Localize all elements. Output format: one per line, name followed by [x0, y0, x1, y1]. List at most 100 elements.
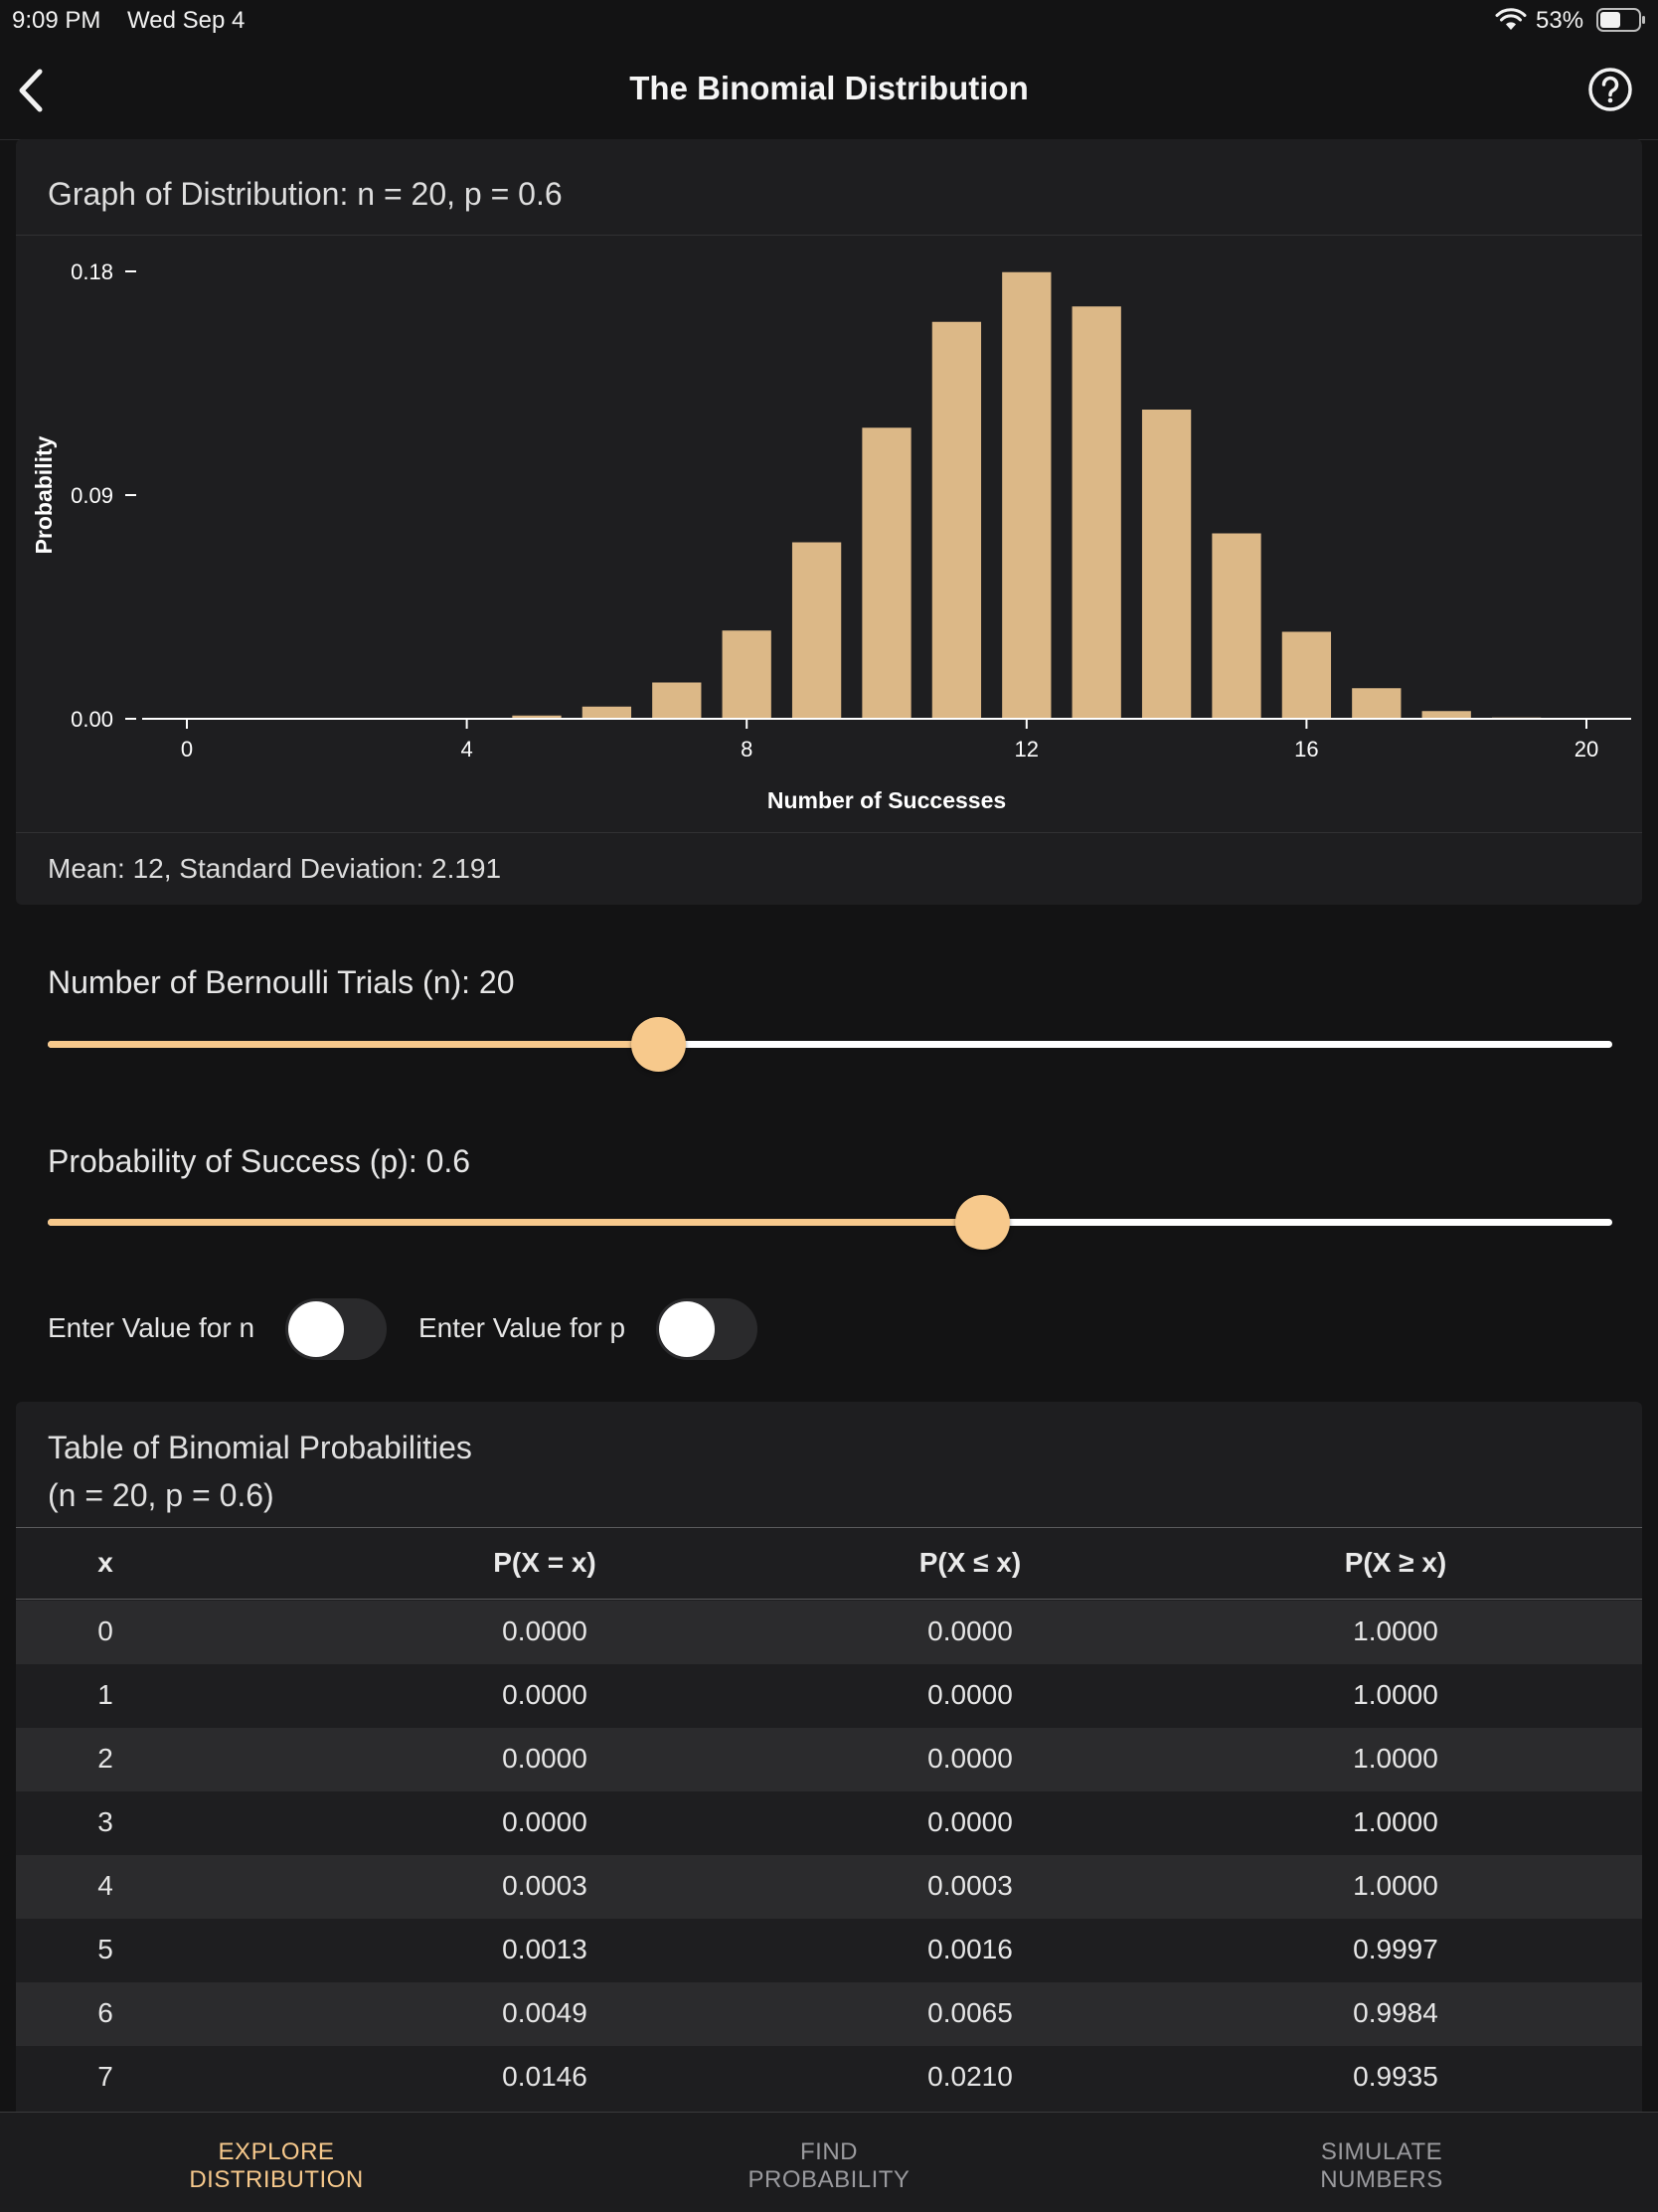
header-pmf: P(X = x): [493, 1547, 596, 1578]
table-row: 4 0.0003 0.0003 1.0000: [16, 1855, 1642, 1919]
cell-x: 2: [97, 1743, 113, 1774]
enter-p-label: Enter Value for p: [418, 1312, 626, 1343]
cell-cdf-le: 0.0000: [927, 1743, 1013, 1774]
divider: [16, 832, 1642, 833]
cell-cdf-ge: 1.0000: [1353, 1743, 1438, 1774]
status-time: 9:09 PM: [12, 7, 101, 34]
cell-x: 0: [97, 1616, 113, 1646]
chart-bar: [1281, 631, 1332, 719]
back-chevron-icon[interactable]: [14, 68, 48, 113]
table-row: 6 0.0049 0.0065 0.9984: [16, 1982, 1642, 2046]
tab-simulate-numbers[interactable]: SIMULATE NUMBERS: [1183, 2138, 1580, 2194]
chart-bar: [931, 321, 982, 719]
cell-x: 4: [97, 1870, 113, 1901]
p-slider-label: Probability of Success (p): 0.6: [48, 1143, 471, 1179]
status-bar: 9:09 PM Wed Sep 4 53%: [0, 0, 1658, 40]
cell-cdf-ge: 0.9984: [1353, 1997, 1438, 2028]
page-title: The Binomial Distribution: [629, 70, 1029, 106]
toggle-knob: [659, 1301, 715, 1357]
slider-fill: [48, 1219, 982, 1226]
enter-n-label: Enter Value for n: [48, 1312, 255, 1343]
tab-label-line1: SIMULATE: [1320, 2138, 1443, 2165]
cell-cdf-le: 0.0000: [927, 1616, 1013, 1646]
tab-bar: EXPLORE DISTRIBUTION FIND PROBABILITY SI…: [0, 2112, 1658, 2212]
y-axis-title: Probability: [31, 435, 57, 554]
distribution-chart: 0 4 8 12 16 20 0.18 0.09 0.00 Number of Successes…: [31, 259, 1631, 813]
chart-bar: [1072, 306, 1121, 719]
y-tick-label: 0.00: [71, 707, 113, 732]
cell-cdf-ge: 1.0000: [1353, 1806, 1438, 1837]
wifi-icon: [1495, 8, 1527, 30]
table-row: 1 0.0000 0.0000 1.0000: [16, 1664, 1642, 1728]
cell-x: 1: [97, 1679, 113, 1710]
distribution-stats: Mean: 12, Standard Deviation: 2.191: [48, 853, 502, 884]
cell-x: 3: [97, 1806, 113, 1837]
graph-heading: Graph of Distribution: n = 20, p = 0.6: [48, 176, 563, 212]
cell-pmf: 0.0000: [502, 1679, 587, 1710]
enter-p-toggle[interactable]: [656, 1298, 757, 1360]
n-slider-label: Number of Bernoulli Trials (n): 20: [48, 964, 515, 1000]
cell-pmf: 0.0000: [502, 1743, 587, 1774]
header-cdf-ge: P(X ≥ x): [1344, 1547, 1447, 1578]
cell-pmf: 0.0013: [502, 1934, 587, 1964]
x-tick-label: 16: [1294, 737, 1318, 762]
x-tick-label: 8: [741, 737, 752, 762]
cell-pmf: 0.0000: [502, 1616, 587, 1646]
tab-find-probability[interactable]: FIND PROBABILITY: [630, 2138, 1028, 2194]
divider: [16, 235, 1642, 236]
header-x: x: [97, 1547, 113, 1578]
slider-fill: [48, 1041, 658, 1048]
chart-bar: [581, 706, 632, 719]
chart-bar: [1352, 688, 1402, 719]
table-row: 3 0.0000 0.0000 1.0000: [16, 1791, 1642, 1855]
cell-cdf-le: 0.0016: [927, 1934, 1013, 1964]
table-row: 2 0.0000 0.0000 1.0000: [16, 1728, 1642, 1791]
slider-thumb[interactable]: [954, 1195, 1010, 1250]
table-title-line2: (n = 20, p = 0.6): [48, 1477, 274, 1513]
chart-bar: [722, 630, 771, 719]
toggle-knob: [288, 1301, 344, 1357]
cell-cdf-le: 0.0003: [927, 1870, 1013, 1901]
x-tick-label: 12: [1015, 737, 1039, 762]
cell-x: 6: [97, 1997, 113, 2028]
enter-n-toggle[interactable]: [285, 1298, 387, 1360]
cell-pmf: 0.0003: [502, 1870, 587, 1901]
cell-x: 5: [97, 1934, 113, 1964]
cell-cdf-le: 0.0065: [927, 1997, 1013, 2028]
tab-label-line2: NUMBERS: [1320, 2166, 1443, 2193]
x-tick-label: 4: [460, 737, 472, 762]
p-slider[interactable]: [48, 1195, 1612, 1250]
chart-bar: [652, 682, 702, 719]
y-tick-label: 0.18: [71, 259, 113, 284]
help-icon[interactable]: [1587, 67, 1633, 112]
slider-track: [48, 1041, 1612, 1048]
chart-bar: [512, 715, 562, 719]
x-tick-label: 20: [1575, 737, 1598, 762]
chart-bar: [862, 427, 912, 719]
header-cdf-le: P(X ≤ x): [918, 1547, 1022, 1578]
chart-bar: [1421, 711, 1471, 719]
cell-pmf: 0.0049: [502, 1997, 587, 2028]
table-row: 0 0.0000 0.0000 1.0000: [16, 1601, 1642, 1664]
slider-thumb[interactable]: [630, 1017, 686, 1072]
divider: [16, 1527, 1642, 1528]
tab-label-line2: PROBABILITY: [747, 2166, 911, 2193]
table-row: 7 0.0146 0.0210 0.9935: [16, 2046, 1642, 2110]
y-tick-label: 0.09: [71, 483, 113, 508]
table-row: 5 0.0013 0.0016 0.9997: [16, 1919, 1642, 1982]
tab-explore-distribution[interactable]: EXPLORE DISTRIBUTION: [78, 2138, 475, 2194]
battery-percent: 53%: [1536, 7, 1584, 34]
table-header: x P(X = x) P(X ≤ x) P(X ≥ x): [16, 1527, 1642, 1599]
n-slider[interactable]: [48, 1017, 1612, 1072]
status-date: Wed Sep 4: [127, 7, 246, 34]
probability-table-card: Table of Binomial Probabilities (n = 20,…: [16, 1402, 1642, 2211]
chart-bar: [1002, 271, 1052, 719]
cell-cdf-ge: 1.0000: [1353, 1616, 1438, 1646]
tab-label-line1: FIND: [800, 2138, 858, 2165]
cell-cdf-ge: 0.9935: [1353, 2061, 1438, 2092]
chart-bar: [791, 542, 842, 719]
cell-cdf-ge: 0.9997: [1353, 1934, 1438, 1964]
table-title: Table of Binomial Probabilities (n = 20,…: [48, 1424, 472, 1519]
cell-x: 7: [97, 2061, 113, 2092]
x-tick-label: 0: [181, 737, 193, 762]
